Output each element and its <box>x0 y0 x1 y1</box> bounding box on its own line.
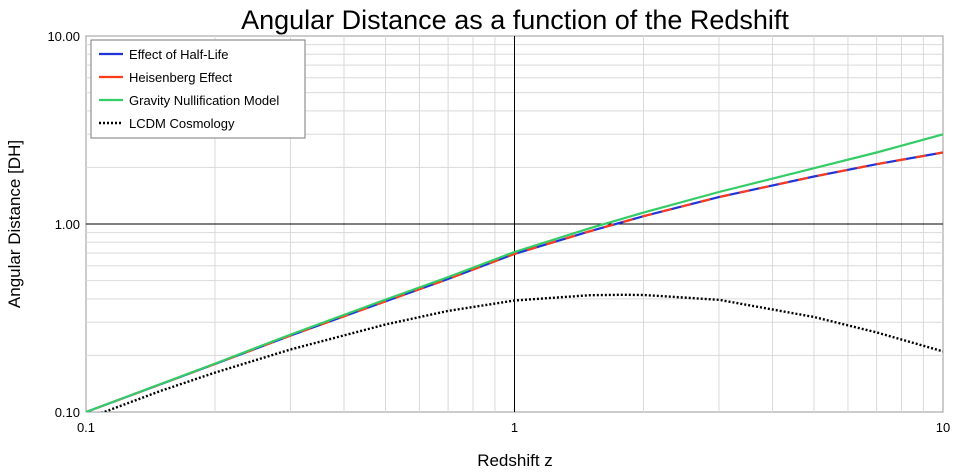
series-layer <box>86 133 943 412</box>
y-tick-label: 1.00 <box>55 217 80 232</box>
legend-box <box>90 39 306 139</box>
x-tick-label: 10 <box>936 420 950 435</box>
y-tick-label: 10.00 <box>47 29 80 44</box>
chart-title: Angular Distance as a function of the Re… <box>241 5 789 35</box>
series-line-gravity-nullification-model <box>86 133 943 412</box>
legend-label: Heisenberg Effect <box>129 70 232 85</box>
legend: Effect of Half-Life Heisenberg Effect Grav… <box>90 39 306 139</box>
x-axis-title: Redshift z <box>477 451 553 470</box>
series-line-heisenberg-effect <box>86 151 943 412</box>
legend-label: Effect of Half-Life <box>129 47 228 62</box>
x-tick-label: 1 <box>511 420 518 435</box>
legend-label: Gravity Nullification Model <box>129 93 279 108</box>
y-axis-title: Angular Distance [DH] <box>5 140 24 308</box>
axes: 0.1 1 10 0.10 1.00 10.00 <box>47 29 950 435</box>
legend-label: LCDM Cosmology <box>129 116 235 131</box>
y-tick-label: 0.10 <box>55 405 80 420</box>
x-tick-label: 0.1 <box>77 420 95 435</box>
